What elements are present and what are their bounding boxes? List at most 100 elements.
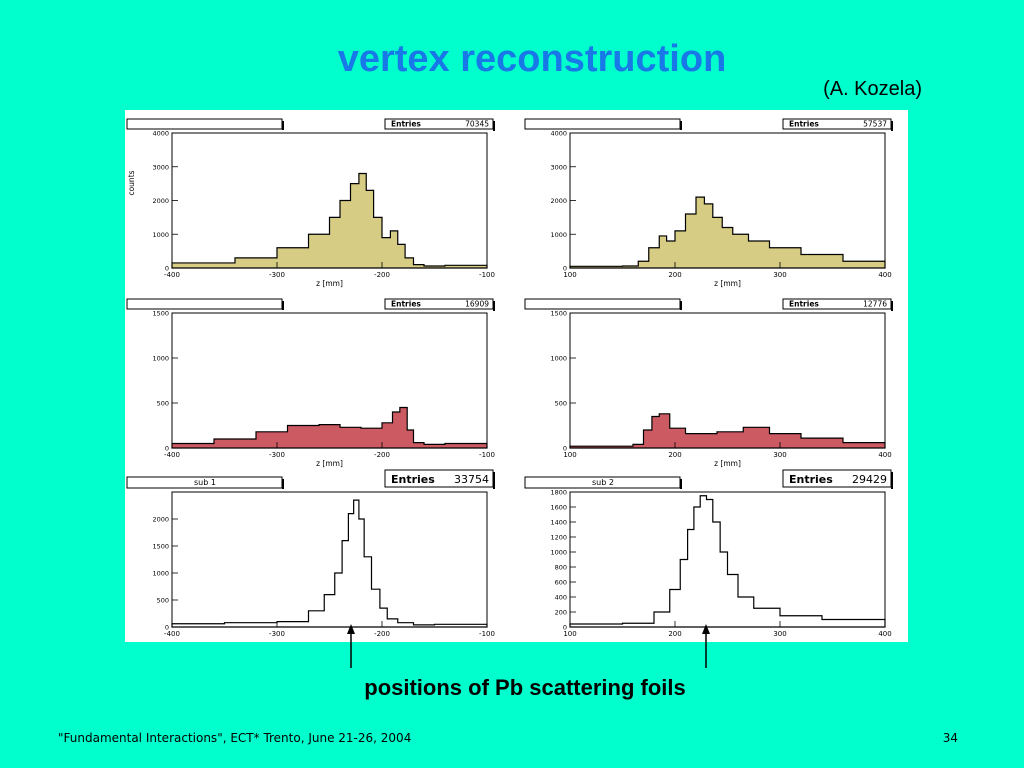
x-axis-label: z [mm]: [714, 279, 741, 288]
y-tick-label: 1500: [152, 310, 169, 318]
title-box-shadow: [680, 479, 682, 489]
y-tick-label: 600: [555, 579, 567, 587]
title-box-shadow: [680, 121, 682, 130]
x-tick-label: -100: [479, 630, 495, 638]
y-axis-label: counts: [127, 170, 136, 195]
y-axis: 0 1000 2000 3000 4000: [152, 130, 178, 273]
y-tick-label: 0: [165, 624, 169, 632]
x-tick-label: 100: [563, 630, 576, 638]
histogram-bars: [569, 196, 886, 269]
x-tick-label: 400: [878, 271, 891, 279]
histogram-title-box: [126, 298, 284, 310]
y-tick-label: 1600: [550, 504, 567, 512]
y-tick-label: 1000: [152, 231, 169, 239]
histogram-bars: [569, 413, 886, 449]
y-tick-label: 3000: [550, 163, 567, 171]
stats-entries-value: 12776: [863, 300, 887, 309]
y-tick-label: 0: [563, 624, 567, 632]
x-tick-label: -200: [374, 451, 390, 459]
y-tick-label: 0: [165, 265, 169, 273]
title-box-frame: [126, 118, 283, 130]
stats-entries-value: 33754: [454, 473, 489, 486]
y-tick-label: 2000: [152, 516, 169, 524]
x-tick-label: 400: [878, 451, 891, 459]
stats-box: Entries 12776: [782, 298, 893, 311]
histogram-bars: [171, 172, 488, 269]
x-tick-label: -100: [479, 451, 495, 459]
caption: positions of Pb scattering foils: [364, 675, 686, 700]
histogram-title-box: [524, 298, 682, 310]
x-tick-label: 400: [878, 630, 891, 638]
y-tick-label: 2000: [550, 197, 567, 205]
x-axis: 100 200 300 400: [563, 621, 892, 638]
title-box-shadow: [680, 301, 682, 310]
slide-title: vertex reconstruction: [337, 38, 727, 80]
x-axis: 100 200 300 400: [563, 262, 892, 279]
histogram-bars: [171, 499, 488, 628]
histogram-bars: [171, 406, 488, 449]
stats-entries-label: Entries: [789, 120, 819, 129]
y-tick-label: 4000: [550, 130, 567, 138]
x-tick-label: 200: [668, 271, 681, 279]
y-tick-label: 1000: [152, 355, 169, 363]
histogram-title-box: sub 2: [524, 476, 682, 489]
x-tick-label: -300: [269, 271, 285, 279]
y-tick-label: 0: [563, 265, 567, 273]
y-axis: 0 500 1000 1500: [550, 310, 576, 453]
y-tick-label: 1000: [550, 231, 567, 239]
stats-box-shadow: [891, 121, 893, 131]
y-tick-label: 0: [563, 445, 567, 453]
title-box-frame: [524, 298, 681, 310]
author-credit: (A. Kozela): [823, 78, 922, 100]
stats-box: Entries 16909: [384, 298, 495, 311]
title-box-frame: [126, 298, 283, 310]
title-box-frame: [524, 118, 681, 130]
x-tick-label: -200: [374, 630, 390, 638]
stats-entries-value: 57537: [863, 120, 887, 129]
stats-box-shadow: [493, 472, 495, 489]
y-tick-label: 500: [157, 400, 169, 408]
y-tick-label: 200: [555, 609, 567, 617]
y-axis: 0 200 400 600 800 1000 1200 1400 1600 1800: [550, 489, 576, 632]
y-tick-label: 1000: [152, 570, 169, 578]
x-tick-label: 100: [563, 451, 576, 459]
y-tick-label: 500: [555, 400, 567, 408]
x-axis-label: z [mm]: [714, 459, 741, 468]
footer-text: "Fundamental Interactions", ECT* Trento,…: [58, 731, 412, 745]
x-tick-label: 300: [773, 630, 786, 638]
plot-frame: [171, 491, 488, 628]
stats-entries-label: Entries: [789, 473, 833, 486]
stats-entries-value: 16909: [465, 300, 489, 309]
x-tick-label: -400: [164, 451, 180, 459]
stats-box: Entries 33754: [384, 469, 495, 489]
histogram-title-box: [126, 118, 284, 130]
histogram-3: Entries 16909 0 500 1000 1500 -400 -300 -200 -100…: [126, 298, 495, 468]
y-tick-label: 1500: [550, 310, 567, 318]
x-tick-label: 200: [668, 630, 681, 638]
y-tick-label: 0: [165, 445, 169, 453]
plot-frame: [569, 312, 886, 449]
stats-box-shadow: [493, 121, 495, 131]
histogram-bars: [569, 495, 886, 628]
x-tick-label: 100: [563, 271, 576, 279]
histogram-6: sub 2 Entries 29429 0 200 400 600 800 1000 1200 14…: [524, 469, 893, 638]
histogram-title: sub 1: [194, 478, 216, 487]
x-tick-label: 300: [773, 451, 786, 459]
x-tick-label: -400: [164, 630, 180, 638]
stats-entries-label: Entries: [391, 300, 421, 309]
histogram-title-box: sub 1: [126, 476, 284, 489]
y-tick-label: 400: [555, 594, 567, 602]
x-tick-label: -200: [374, 271, 390, 279]
y-tick-label: 4000: [152, 130, 169, 138]
y-tick-label: 800: [555, 564, 567, 572]
histogram-title: sub 2: [592, 478, 614, 487]
y-tick-label: 1200: [550, 534, 567, 542]
x-axis-label: z [mm]: [316, 279, 343, 288]
x-tick-label: -300: [269, 451, 285, 459]
page-number: 34: [942, 731, 958, 745]
x-tick-label: 300: [773, 271, 786, 279]
stats-entries-label: Entries: [391, 120, 421, 129]
stats-box: Entries 57537: [782, 118, 893, 131]
stats-entries-value: 29429: [852, 473, 887, 486]
